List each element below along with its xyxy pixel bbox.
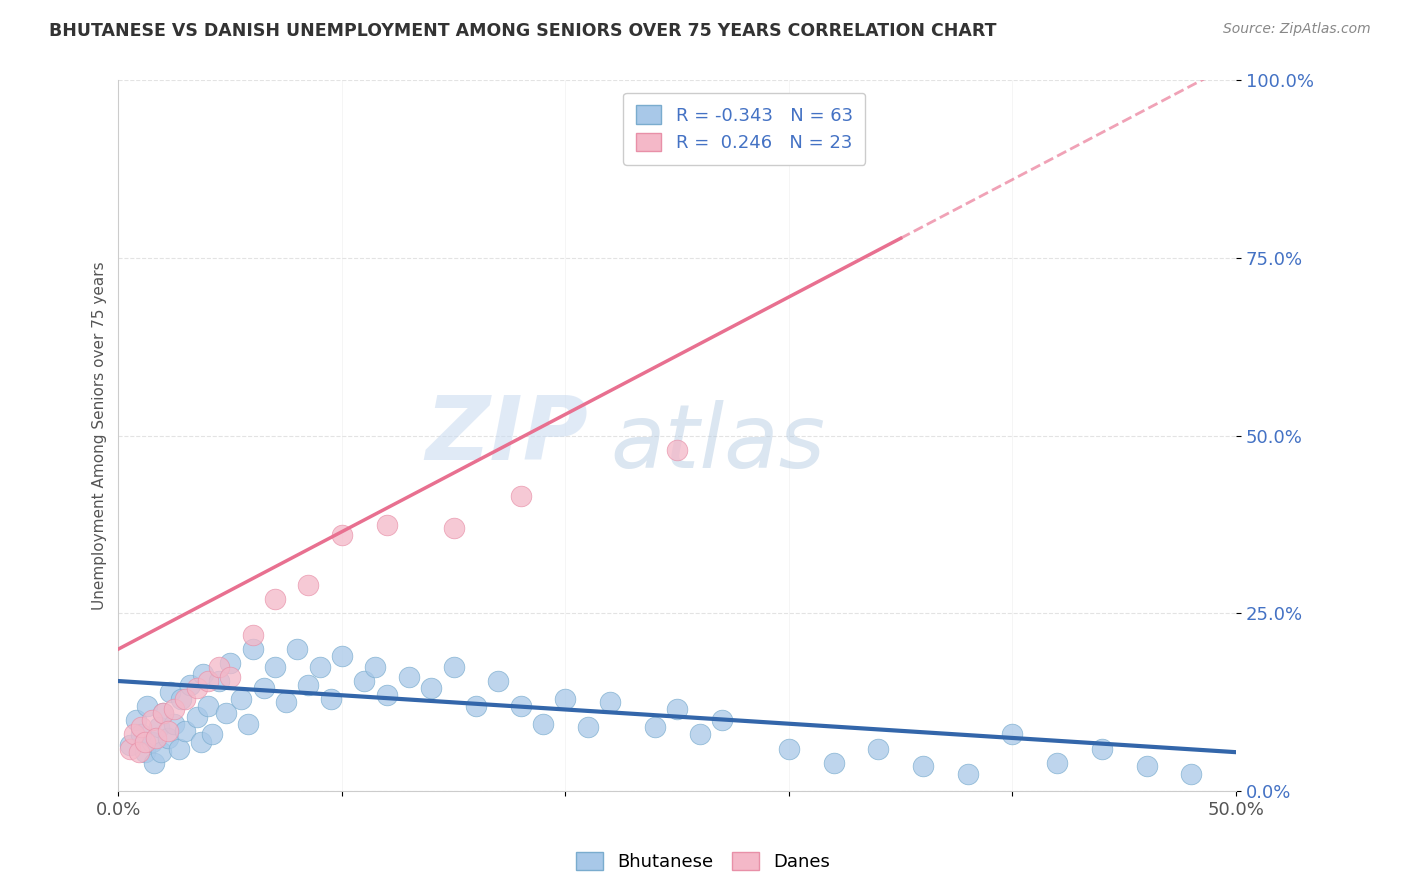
Point [274,695,297,709]
Point [912,759,935,773]
Point [420,681,443,695]
Point [710,713,733,727]
Point [285,642,308,657]
Point [465,698,488,713]
Point [330,528,353,542]
Point [264,660,287,674]
Point [253,681,276,695]
Point [956,766,979,780]
Point [156,731,179,745]
Point [122,727,145,741]
Point [353,674,375,689]
Text: atlas: atlas [610,400,825,486]
Point [319,691,342,706]
Text: BHUTANESE VS DANISH UNEMPLOYMENT AMONG SENIORS OVER 75 YEARS CORRELATION CHART: BHUTANESE VS DANISH UNEMPLOYMENT AMONG S… [49,22,997,40]
Point [689,727,711,741]
Point [443,660,465,674]
Point [364,660,387,674]
Point [152,706,174,720]
Point [134,745,156,759]
Point [375,517,398,532]
Point [330,649,353,664]
Point [125,713,148,727]
Point [118,738,141,752]
Point [208,674,231,689]
Point [554,691,576,706]
Point [159,684,181,698]
Point [297,578,319,592]
Point [308,660,330,674]
Point [236,716,259,731]
Point [174,723,197,738]
Point [1046,756,1069,770]
Point [163,702,186,716]
Point [129,727,152,741]
Legend: R = -0.343   N = 63, R =  0.246   N = 23: R = -0.343 N = 63, R = 0.246 N = 23 [623,93,865,165]
Point [190,734,212,748]
Point [170,691,193,706]
Point [297,677,319,691]
Point [136,698,159,713]
Point [599,695,621,709]
Point [509,698,531,713]
Point [118,741,141,756]
Point [141,713,163,727]
Point [398,671,420,685]
Point [666,702,689,716]
Point [167,741,190,756]
Point [531,716,554,731]
Point [152,706,174,720]
Point [197,674,219,689]
Point [145,731,167,745]
Point [231,691,253,706]
Point [375,688,398,702]
Point [134,734,156,748]
Point [868,741,890,756]
Point [201,727,224,741]
Text: ZIP: ZIP [425,392,588,479]
Point [219,657,242,671]
Point [1001,727,1024,741]
Point [219,671,242,685]
Point [443,521,465,535]
Point [1135,759,1157,773]
Point [778,741,800,756]
Point [208,660,231,674]
Point [644,720,666,734]
Point [193,667,215,681]
Point [186,681,208,695]
Point [509,489,531,503]
Point [148,720,170,734]
Point [174,691,197,706]
Point [1091,741,1114,756]
Point [156,723,179,738]
Point [215,706,238,720]
Point [163,716,186,731]
Point [129,720,152,734]
Y-axis label: Unemployment Among Seniors over 75 years: Unemployment Among Seniors over 75 years [93,261,107,610]
Point [242,642,264,657]
Text: Source: ZipAtlas.com: Source: ZipAtlas.com [1223,22,1371,37]
Point [197,698,219,713]
Point [143,756,166,770]
Point [149,745,172,759]
Point [186,709,208,723]
Point [486,674,509,689]
Point [666,442,689,457]
Point [141,734,163,748]
Legend: Bhutanese, Danes: Bhutanese, Danes [568,845,838,879]
Point [264,592,287,607]
Point [1180,766,1202,780]
Point [242,628,264,642]
Point [823,756,845,770]
Point [128,745,150,759]
Point [179,677,201,691]
Point [576,720,599,734]
